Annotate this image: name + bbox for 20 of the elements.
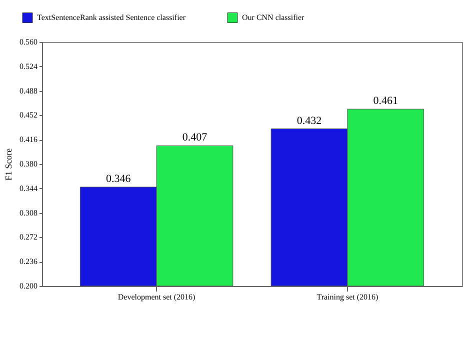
x-tick-label: Development set (2016): [118, 292, 196, 302]
legend-label: TextSentenceRank assisted Sentence classifier: [37, 12, 186, 22]
legend-label: Our CNN classifier: [242, 12, 305, 22]
y-tick-label: 0.272: [20, 232, 38, 242]
y-tick-label: 0.416: [20, 135, 38, 144]
y-tick-label: 0.380: [20, 160, 38, 168]
data-label: 0.461: [373, 95, 398, 108]
data-label: 0.432: [296, 114, 322, 127]
x-tick-label: Training set (2016): [316, 292, 379, 302]
y-axis-title: F1 Score: [4, 148, 14, 181]
y-tick-label: 0.308: [20, 208, 38, 218]
y-tick-label: 0.560: [20, 38, 38, 46]
data-label: 0.346: [106, 173, 132, 186]
y-tick-label: 0.452: [20, 110, 38, 120]
y-tick-label: 0.236: [20, 257, 38, 266]
y-tick-label: 0.488: [20, 86, 38, 96]
y-tick-label: 0.200: [20, 282, 38, 290]
y-tick-label: 0.524: [20, 62, 38, 71]
y-tick-label: 0.344: [20, 184, 38, 193]
data-label: 0.407: [182, 132, 208, 144]
